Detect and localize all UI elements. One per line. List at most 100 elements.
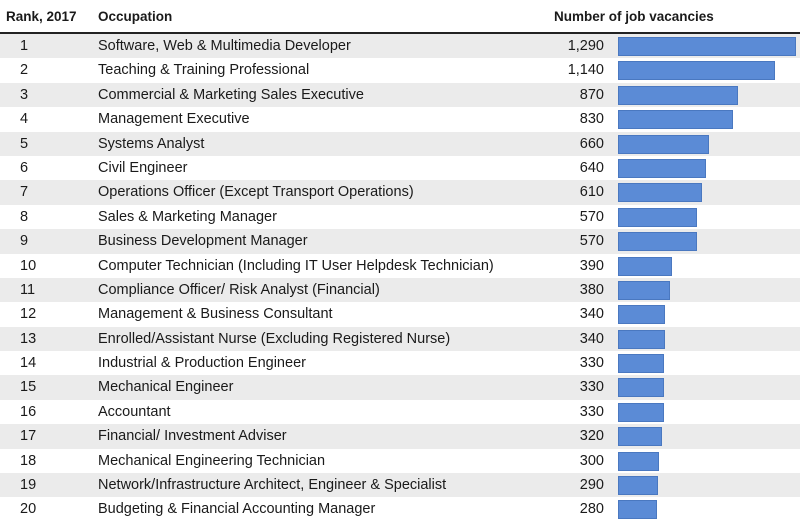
vacancies-bar xyxy=(618,183,703,203)
occupation-cell: Mechanical Engineer xyxy=(98,379,234,396)
rank-cell: 10 xyxy=(20,257,37,274)
vacancies-bar xyxy=(618,451,660,471)
vacancies-value-label: 1,290 xyxy=(567,38,604,54)
vacancies-bar xyxy=(618,256,672,276)
rank-cell: 18 xyxy=(20,452,37,469)
rank-cell: 20 xyxy=(20,501,37,518)
occupation-column-header: Occupation xyxy=(98,9,173,24)
rank-cell: 14 xyxy=(20,355,37,372)
vacancies-bar xyxy=(618,232,697,252)
rank-cell: 13 xyxy=(20,330,37,347)
rank-cell: 3 xyxy=(20,86,29,103)
vacancies-value-label: 280 xyxy=(579,501,604,518)
occupation-cell: Management & Business Consultant xyxy=(98,306,333,323)
vacancies-value-label: 330 xyxy=(579,355,604,372)
occupation-cell: Network/Infrastructure Architect, Engine… xyxy=(98,477,447,494)
rank-cell: 16 xyxy=(20,403,37,420)
occupation-cell: Sales & Marketing Manager xyxy=(98,208,277,225)
table-row: 1 Software, Web & Multimedia Developer 1,2… xyxy=(0,34,800,59)
table-row: 5 Systems Analyst 660 xyxy=(0,131,800,156)
table-row: 11 Compliance Officer/ Risk Analyst (Fina… xyxy=(0,277,800,303)
occupation-cell: Commercial & Marketing Sales Executive xyxy=(98,86,364,103)
vacancies-bar xyxy=(618,280,671,300)
vacancies-bar xyxy=(618,207,697,227)
occupation-cell: Mechanical Engineering Technician xyxy=(98,452,326,469)
occupation-cell: Operations Officer (Except Transport Ope… xyxy=(98,184,414,201)
vacancies-bar xyxy=(618,61,776,81)
vacancies-value-label: 610 xyxy=(579,184,604,201)
rank-cell: 1 xyxy=(20,38,29,54)
occupation-cell: Civil Engineer xyxy=(98,159,188,176)
occupation-cell: Industrial & Production Engineer xyxy=(98,355,306,372)
vacancies-value-label: 340 xyxy=(579,330,604,347)
vacancies-bar xyxy=(618,329,665,349)
vacancies-bar xyxy=(618,427,663,447)
vacancies-value-label: 570 xyxy=(579,208,604,225)
occupation-cell: Financial/ Investment Adviser xyxy=(98,428,287,445)
vacancies-value-label: 390 xyxy=(579,257,604,274)
rank-cell: 11 xyxy=(20,281,36,298)
vacancies-value-label: 300 xyxy=(579,452,604,469)
vacancies-bar xyxy=(618,402,664,422)
vacancies-value-label: 640 xyxy=(579,159,604,176)
table-row: 17 Financial/ Investment Adviser 320 xyxy=(0,424,800,449)
table-row: 7 Operations Officer (Except Transport Op… xyxy=(0,180,800,205)
vacancies-value-label: 380 xyxy=(579,281,604,298)
table-row: 20 Budgeting & Financial Accounting Manag… xyxy=(0,497,800,521)
occupation-cell: Business Development Manager xyxy=(98,233,308,250)
vacancies-value-label: 570 xyxy=(579,233,604,250)
rank-cell: 6 xyxy=(20,159,29,176)
vacancies-value-label: 870 xyxy=(579,86,604,103)
table-row: 19 Network/Infrastructure Architect, Engi… xyxy=(0,473,800,498)
occupation-cell: Compliance Officer/ Risk Analyst (Financ… xyxy=(98,281,380,298)
vacancies-bar xyxy=(618,134,710,154)
rank-cell: 5 xyxy=(20,135,29,152)
occupation-cell: Systems Analyst xyxy=(98,135,205,152)
occupation-cell: Teaching & Training Professional xyxy=(98,62,310,79)
table-row: 9 Business Development Manager 570 xyxy=(0,229,800,254)
table-row: 15 Mechanical Engineer 330 xyxy=(0,375,800,400)
table-row: 16 Accountant 330 xyxy=(0,400,800,424)
vacancies-bar xyxy=(618,305,665,325)
vacancies-bar xyxy=(618,378,664,398)
vacancies-value-label: 290 xyxy=(579,477,604,494)
vacancies-table: 1 Software, Web & Multimedia Developer 1,2… xyxy=(0,34,800,522)
vacancies-value-label: 1,140 xyxy=(567,62,604,79)
rank-cell: 4 xyxy=(20,111,29,128)
table-row: 13 Enrolled/Assistant Nurse (Excluding Re… xyxy=(0,326,800,352)
rank-cell: 15 xyxy=(20,379,37,396)
vacancies-bar xyxy=(618,476,658,496)
vacancies-value-label: 320 xyxy=(579,428,604,445)
vacancies-value-label: 330 xyxy=(579,403,604,420)
occupation-cell: Budgeting & Financial Accounting Manager xyxy=(98,501,376,518)
table-row: 14 Industrial & Production Engineer 330 xyxy=(0,351,800,375)
occupation-cell: Enrolled/Assistant Nurse (Excluding Regi… xyxy=(98,330,451,347)
vacancies-bar xyxy=(618,354,664,374)
table-row: 12 Management & Business Consultant 340 xyxy=(0,302,800,326)
rank-cell: 2 xyxy=(20,62,29,79)
rank-column-header: Rank, 2017 xyxy=(6,9,77,24)
table-header: Rank, 2017 Occupation Number of job vaca… xyxy=(0,0,800,34)
table-row: 18 Mechanical Engineering Technician 300 xyxy=(0,449,800,473)
rank-cell: 8 xyxy=(20,208,29,225)
table-row: 3 Commercial & Marketing Sales Executive 8… xyxy=(0,82,800,108)
vacancies-bar xyxy=(618,85,739,105)
occupation-cell: Management Executive xyxy=(98,111,250,128)
vacancies-value-label: 330 xyxy=(579,379,604,396)
vacancies-value-label: 660 xyxy=(579,135,604,152)
vacancies-bar xyxy=(618,37,796,56)
table-row: 2 Teaching & Training Professional 1,140 xyxy=(0,58,800,82)
occupation-cell: Software, Web & Multimedia Developer xyxy=(98,38,351,54)
rank-cell: 17 xyxy=(20,428,37,445)
table-row: 10 Computer Technician (Including IT User… xyxy=(0,254,800,278)
occupation-cell: Accountant xyxy=(98,403,171,420)
vacancies-value-label: 830 xyxy=(579,111,604,128)
rank-cell: 19 xyxy=(20,477,37,494)
table-row: 8 Sales & Marketing Manager 570 xyxy=(0,205,800,229)
rank-cell: 12 xyxy=(20,306,37,323)
rank-cell: 7 xyxy=(20,184,29,201)
occupation-cell: Computer Technician (Including IT User H… xyxy=(98,257,494,274)
vacancies-column-header: Number of job vacancies xyxy=(554,9,714,24)
vacancies-bar xyxy=(618,110,733,130)
rank-cell: 9 xyxy=(20,233,29,250)
